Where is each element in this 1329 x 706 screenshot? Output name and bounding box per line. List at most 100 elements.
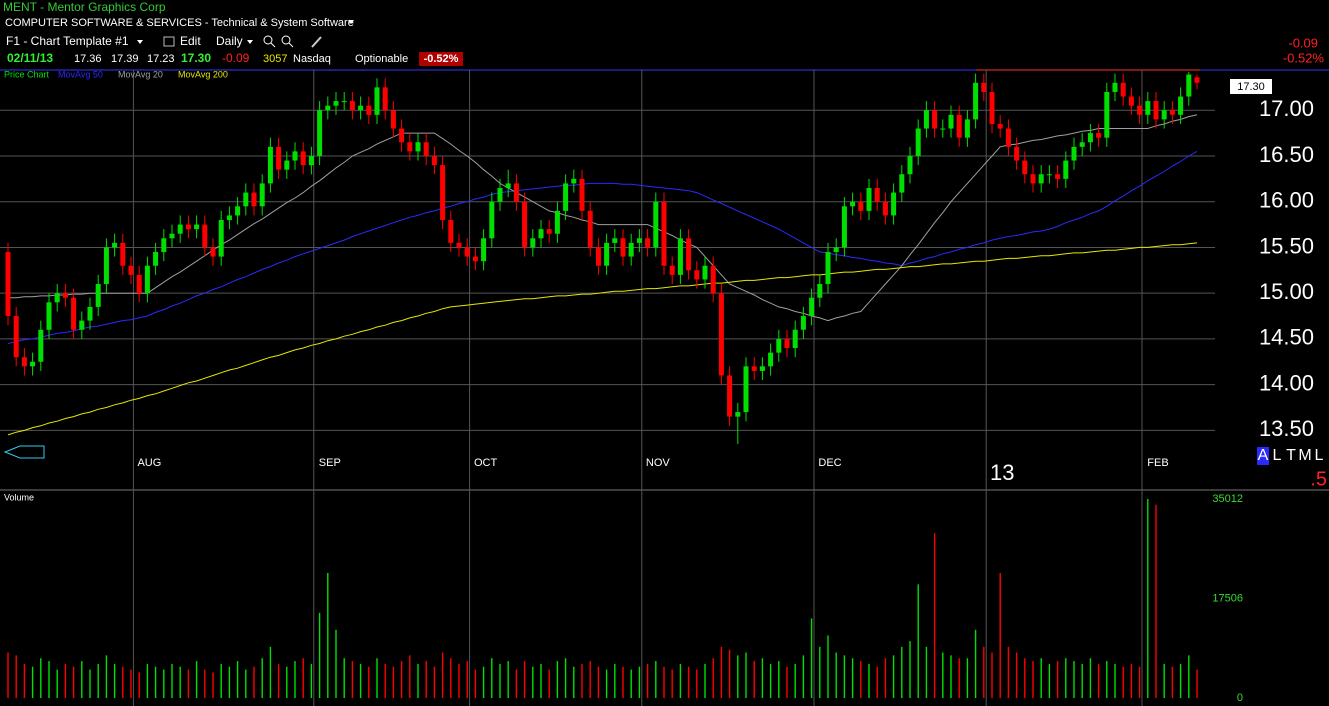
symbol-line: MENT - Mentor Graphics Corp [3, 0, 166, 14]
candle-body [1030, 174, 1036, 184]
candle-body [841, 206, 847, 248]
candle-body [612, 238, 618, 243]
edit-button[interactable]: Edit [180, 34, 201, 48]
candle-body [825, 252, 831, 285]
volume-tick-label: 0 [1237, 692, 1243, 704]
quote-open: 17.36 [74, 53, 102, 65]
candle-body [891, 192, 897, 216]
legend-entry: MovAvg 50 [58, 69, 103, 79]
month-label: NOV [646, 457, 671, 469]
dropdown-arrow[interactable] [247, 40, 253, 44]
candle-body [325, 105, 331, 111]
scale-note: .5 [1310, 468, 1327, 490]
candle-body [817, 284, 823, 298]
candle-body [866, 187, 872, 211]
candle-body [1096, 133, 1102, 138]
candle-body [546, 229, 552, 234]
candle-body [440, 165, 446, 220]
candle-body [390, 110, 396, 129]
candle-body [194, 224, 200, 230]
candle-body [226, 215, 232, 220]
dropdown-arrow[interactable] [137, 40, 143, 44]
side-button[interactable]: M [1298, 447, 1311, 464]
edit-icon[interactable] [163, 36, 175, 47]
candle-body [505, 183, 511, 188]
candle-body [481, 238, 487, 262]
candle-body [54, 293, 60, 303]
candle-body [333, 101, 339, 106]
candle-body [1063, 160, 1069, 179]
candle-body [1005, 128, 1011, 147]
candle-body [177, 224, 183, 234]
candle-body [349, 101, 355, 111]
candle-body [1186, 74, 1192, 97]
quote-change: -0.09 [222, 51, 250, 65]
candle-body [530, 238, 536, 248]
candle-body [948, 114, 954, 129]
candle-body [300, 151, 306, 166]
industry[interactable]: COMPUTER SOFTWARE & SERVICES - Technical… [5, 17, 354, 29]
y-tick-label: 16.50 [1259, 142, 1314, 167]
candle-body [858, 201, 864, 211]
candle-body [702, 265, 708, 280]
period[interactable]: Daily [216, 34, 243, 48]
candle-body [497, 187, 503, 202]
moving-average [7, 150, 1198, 344]
candle-body [71, 297, 77, 330]
candle-body [374, 87, 380, 115]
draw-tool[interactable] [311, 36, 322, 48]
candle-body [833, 247, 839, 253]
candle-body [932, 110, 938, 129]
quote-high: 17.39 [111, 53, 139, 65]
candle-body [882, 201, 888, 216]
candle-body [1128, 96, 1134, 106]
candle-body [989, 91, 995, 124]
y-tick-label: 14.50 [1259, 325, 1314, 350]
candle-body [677, 238, 683, 275]
candle-body [251, 192, 257, 207]
dropdown-arrow[interactable] [348, 20, 354, 24]
candle-body [1014, 146, 1020, 161]
candle-body [751, 366, 757, 371]
candle-body [62, 293, 68, 298]
candle-body [899, 174, 905, 193]
candle-body [243, 192, 249, 207]
month-label: FEB [1147, 457, 1168, 469]
quote-exchange: Nasdaq [293, 53, 331, 65]
candle-body [595, 247, 601, 266]
side-button[interactable]: L [1273, 447, 1282, 464]
legend-entry: MovAvg 20 [118, 69, 163, 79]
zoom-out[interactable] [281, 35, 291, 45]
candle-body [456, 242, 462, 248]
candle-body [38, 329, 44, 362]
candle-body [973, 82, 979, 120]
candle-body [1169, 110, 1175, 115]
optionable: Optionable [355, 53, 408, 65]
side-button[interactable]: A [1258, 447, 1269, 464]
side-button[interactable]: T [1286, 447, 1296, 464]
candle-body [636, 238, 642, 243]
zoom-in[interactable] [263, 35, 273, 45]
side-button[interactable]: L [1315, 447, 1324, 464]
candle-body [292, 151, 298, 161]
candle-body [1046, 174, 1052, 176]
candle-body [1153, 101, 1159, 120]
candle-body [538, 229, 544, 239]
candle-body [686, 238, 692, 271]
candle-body [923, 110, 929, 129]
candle-body [431, 155, 437, 166]
candle-body [792, 329, 798, 349]
candle-body [407, 142, 413, 152]
candle-body [669, 265, 675, 275]
template[interactable]: F1 - Chart Template #1 [6, 34, 129, 48]
candle-body [5, 252, 11, 317]
scroll-marker[interactable] [3, 445, 45, 459]
candle-body [276, 146, 282, 170]
candle-body [448, 220, 454, 243]
candle-body [997, 123, 1003, 129]
candle-body [423, 142, 429, 156]
y-tick-label: 16.00 [1259, 188, 1314, 213]
candle-body [940, 128, 946, 130]
candle-body [169, 233, 175, 239]
